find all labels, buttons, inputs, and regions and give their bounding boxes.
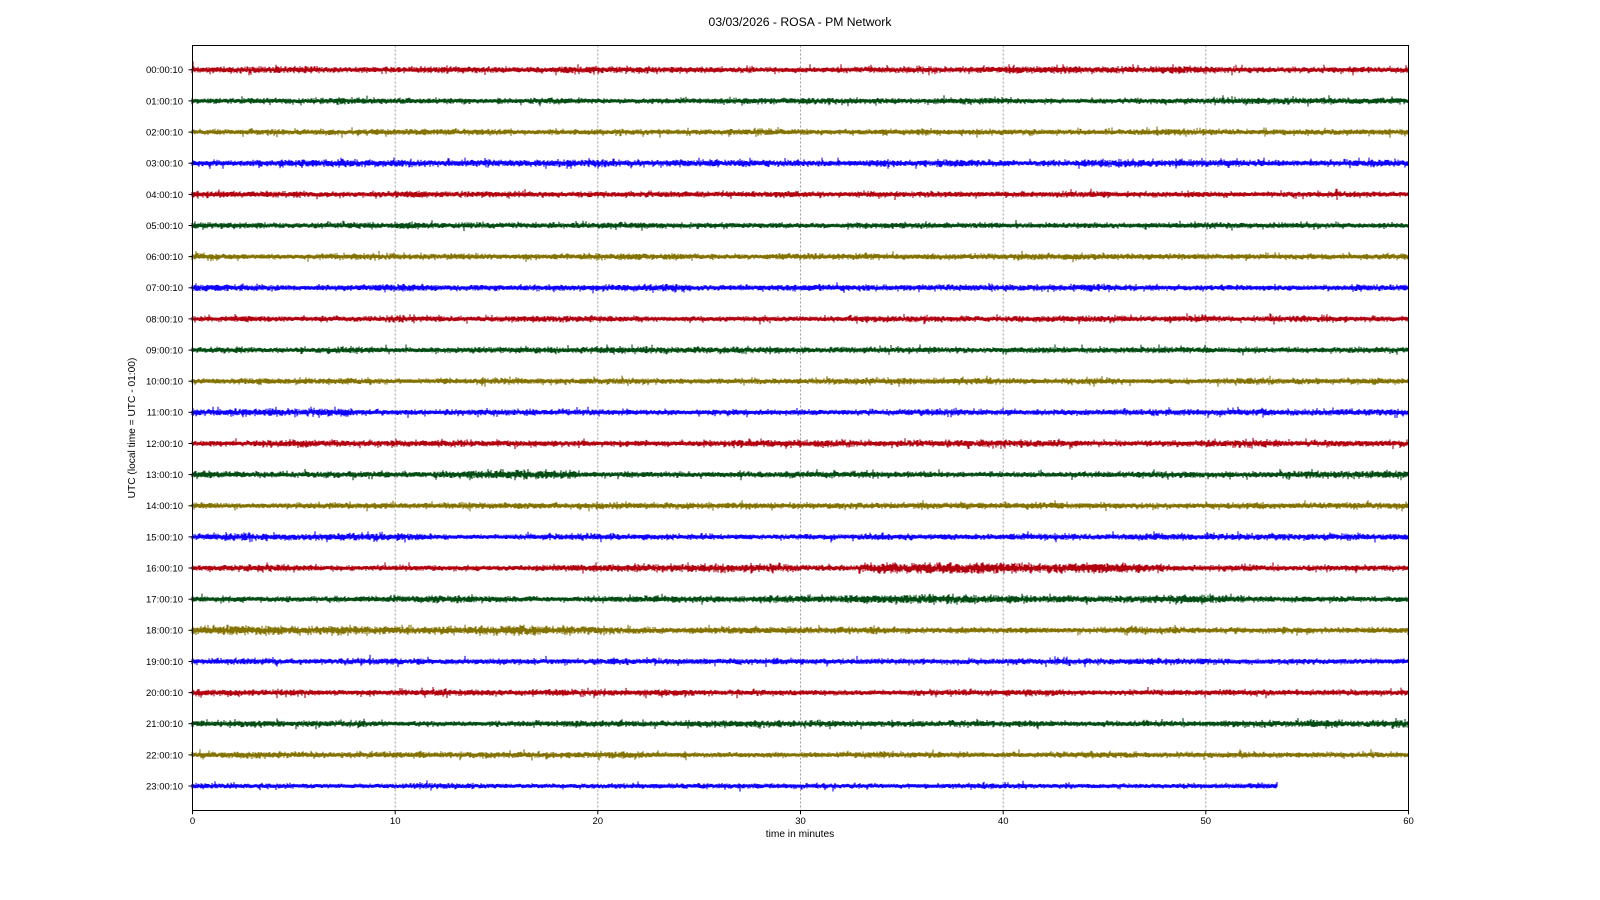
- svg-text:02:00:10: 02:00:10: [146, 128, 183, 139]
- svg-text:18:00:10: 18:00:10: [146, 626, 183, 637]
- svg-text:30: 30: [795, 816, 806, 827]
- svg-text:01:00:10: 01:00:10: [146, 96, 183, 107]
- svg-text:05:00:10: 05:00:10: [146, 221, 183, 232]
- svg-text:15:00:10: 15:00:10: [146, 532, 183, 543]
- svg-text:10:00:10: 10:00:10: [146, 377, 183, 388]
- svg-text:22:00:10: 22:00:10: [146, 750, 183, 761]
- svg-text:21:00:10: 21:00:10: [146, 719, 183, 730]
- svg-text:UTC (local time = UTC - 01:00): UTC (local time = UTC - 01:00): [127, 358, 138, 499]
- svg-text:40: 40: [998, 816, 1009, 827]
- svg-text:07:00:10: 07:00:10: [146, 283, 183, 294]
- svg-text:12:00:10: 12:00:10: [146, 439, 183, 450]
- svg-text:13:00:10: 13:00:10: [146, 470, 183, 481]
- svg-text:20: 20: [593, 816, 604, 827]
- svg-text:16:00:10: 16:00:10: [146, 563, 183, 574]
- svg-text:10: 10: [390, 816, 401, 827]
- svg-text:09:00:10: 09:00:10: [146, 346, 183, 357]
- svg-text:0: 0: [190, 816, 195, 827]
- svg-text:20:00:10: 20:00:10: [146, 688, 183, 699]
- svg-text:14:00:10: 14:00:10: [146, 501, 183, 512]
- svg-text:23:00:10: 23:00:10: [146, 781, 183, 792]
- svg-text:00:00:10: 00:00:10: [146, 65, 183, 76]
- svg-text:03/03/2026 - ROSA - PM Network: 03/03/2026 - ROSA - PM Network: [709, 15, 893, 29]
- svg-text:06:00:10: 06:00:10: [146, 252, 183, 263]
- svg-text:11:00:10: 11:00:10: [147, 408, 183, 419]
- svg-text:04:00:10: 04:00:10: [146, 190, 183, 201]
- svg-text:60: 60: [1403, 816, 1414, 827]
- svg-text:03:00:10: 03:00:10: [146, 159, 183, 170]
- svg-text:17:00:10: 17:00:10: [146, 595, 183, 606]
- svg-text:50: 50: [1201, 816, 1212, 827]
- svg-text:time in minutes: time in minutes: [766, 829, 835, 840]
- svg-text:08:00:10: 08:00:10: [146, 314, 183, 325]
- svg-text:19:00:10: 19:00:10: [146, 657, 183, 668]
